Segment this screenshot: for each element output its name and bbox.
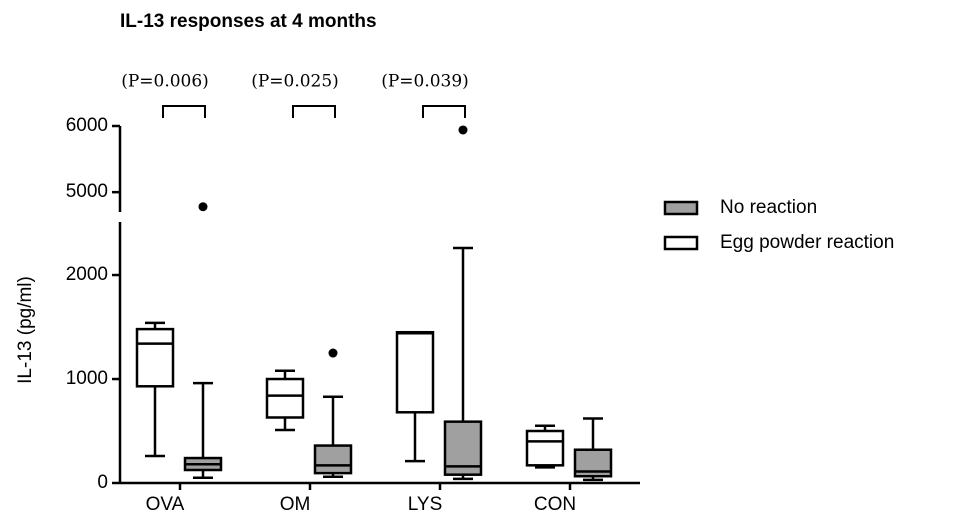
- significance-bracket: [422, 105, 466, 118]
- y-tick-label: 2000: [66, 264, 108, 285]
- y-tick-label: 0: [97, 472, 108, 493]
- x-tick-label: OM: [280, 494, 311, 515]
- box: [395, 330, 435, 414]
- chart-title: IL-13 responses at 4 months: [120, 11, 377, 32]
- y-tick-label: 1000: [66, 368, 108, 389]
- legend-label: No reaction: [720, 197, 817, 218]
- box: [525, 429, 565, 467]
- annotation: (P=0.025): [251, 72, 339, 92]
- legend-swatch: [663, 235, 699, 251]
- legend-label: Egg powder reaction: [720, 232, 894, 253]
- legend-swatch: [663, 200, 699, 216]
- significance-bracket: [292, 105, 336, 118]
- outlier: [198, 202, 208, 212]
- box: [265, 377, 305, 419]
- annotation: (P=0.006): [121, 72, 209, 92]
- box: [135, 327, 175, 388]
- outlier: [458, 125, 468, 135]
- significance-bracket: [162, 105, 206, 118]
- y-tick-label: 6000: [66, 115, 108, 136]
- y-tick-label: 5000: [66, 181, 108, 202]
- box: [313, 444, 353, 475]
- annotation: (P=0.039): [381, 72, 469, 92]
- x-tick-label: OVA: [146, 494, 185, 515]
- outlier: [328, 348, 338, 358]
- x-tick-label: CON: [534, 494, 576, 515]
- y-axis-label: IL-13 (pg/ml): [15, 276, 36, 384]
- x-tick-label: LYS: [408, 494, 443, 515]
